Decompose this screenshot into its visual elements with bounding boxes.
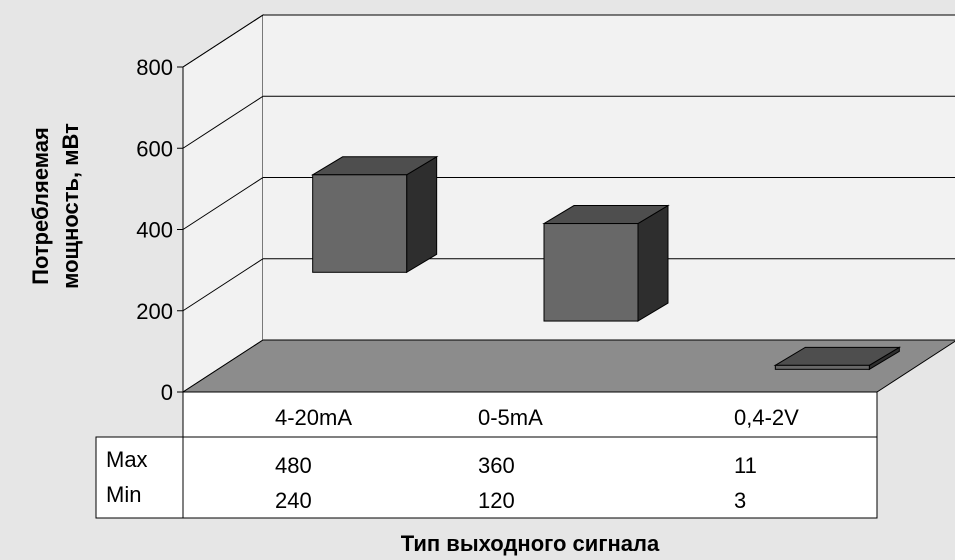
y-tick-label: 800 — [136, 55, 173, 80]
bar-side — [406, 155, 438, 274]
chart-walls — [182, 14, 955, 393]
category-label: 0,4-2V — [734, 405, 799, 430]
table-bg-header — [96, 437, 183, 518]
bars — [310, 155, 902, 371]
data-label: 240 — [275, 488, 312, 513]
gridline — [182, 258, 955, 312]
bar-front — [543, 223, 639, 322]
bar-front — [774, 364, 870, 370]
y-tick-label: 200 — [136, 299, 173, 324]
table-bg — [183, 392, 877, 518]
series-name: Min — [106, 482, 141, 507]
data-table: 4-20mA 0-5mA 0,4-2V Max 480 360 11 Min 240 120 3 — [95, 391, 878, 519]
y-axis: 0 200 400 600 800 — [136, 55, 184, 405]
bar-side — [637, 204, 669, 322]
y-tick-label: 400 — [136, 218, 173, 243]
bar-front — [312, 174, 408, 273]
data-label: 3 — [734, 488, 746, 513]
bar-0-5mA — [542, 204, 670, 322]
category-label: 4-20mA — [275, 405, 352, 430]
data-label: 360 — [478, 453, 515, 478]
data-label: 11 — [734, 453, 757, 478]
y-tick-label: 0 — [161, 380, 173, 405]
category-label: 0-5mA — [478, 405, 543, 430]
gridline — [182, 14, 955, 68]
y-axis-label-line-2: мощность, мВт — [58, 123, 83, 289]
y-axis-label-line-1: Потребляемая — [28, 127, 53, 285]
series-name: Max — [106, 447, 148, 472]
gridline — [182, 177, 955, 230]
x-axis-label: Тип выходного сигнала — [401, 531, 660, 556]
y-tick-label: 600 — [136, 136, 173, 161]
bar-0,4-2V — [773, 346, 902, 371]
data-label: 480 — [275, 453, 312, 478]
data-label: 120 — [478, 488, 515, 513]
gridline — [182, 95, 955, 149]
table-border — [95, 391, 878, 519]
gridlines — [182, 14, 955, 312]
bar-4-20mA — [310, 155, 439, 274]
